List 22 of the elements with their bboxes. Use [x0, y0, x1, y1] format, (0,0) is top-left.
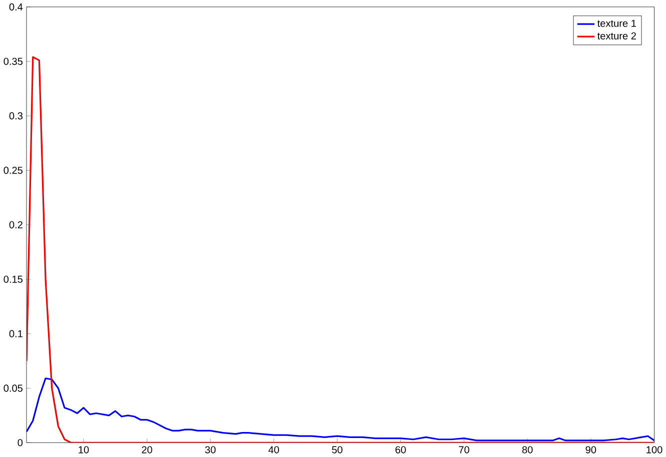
- x-tick-label: 40: [268, 446, 280, 454]
- x-tick-label: 90: [586, 446, 596, 454]
- y-tick-label: 0.05: [4, 384, 23, 392]
- y-tick-label: 0.2: [9, 221, 22, 228]
- line-series: [26, 56, 654, 443]
- y-tick-label: 0.15: [4, 276, 23, 283]
- x-tick-label: 80: [522, 446, 533, 454]
- x-tick-label: 70: [458, 446, 470, 454]
- x-tick-label: 60: [396, 446, 406, 454]
- legend-label: texture 2: [597, 32, 636, 40]
- y-tick-label: 0.3: [9, 112, 23, 120]
- x-tick-label: 10: [78, 446, 89, 454]
- x-tick-label: 100: [646, 446, 662, 454]
- x-tick-label: 30: [205, 446, 216, 454]
- y-tick-label: 0.4: [9, 4, 23, 11]
- y-tick-label: 0.25: [4, 166, 23, 174]
- legend-label: texture 1: [597, 20, 636, 28]
- y-tick-label: 0: [18, 439, 23, 446]
- x-tick-label: 20: [142, 446, 152, 454]
- x-tick-label: 50: [332, 446, 342, 454]
- y-tick-label: 0.1: [9, 330, 22, 338]
- y-tick-label: 0.35: [4, 58, 23, 66]
